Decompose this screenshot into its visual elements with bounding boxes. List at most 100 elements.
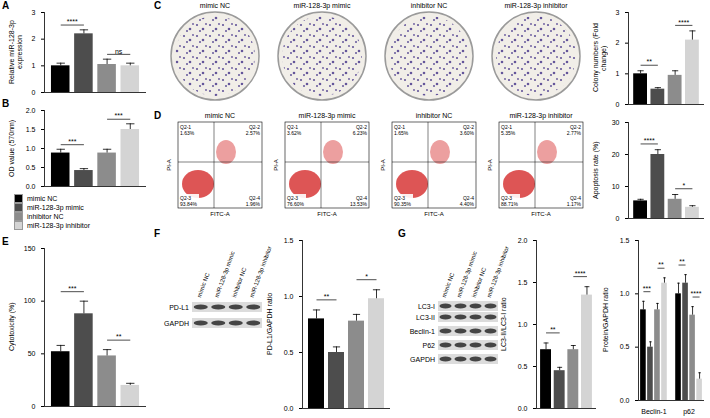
svg-text:LC3-II: LC3-II — [416, 314, 435, 321]
svg-text:**: ** — [324, 293, 330, 300]
svg-text:PD-L1: PD-L1 — [169, 304, 189, 311]
svg-text:mimic NC: mimic NC — [441, 271, 456, 298]
svg-text:1.5: 1.5 — [284, 237, 294, 244]
svg-text:*: * — [365, 273, 368, 280]
svg-text:20: 20 — [612, 151, 620, 158]
svg-text:inhibitor NC: inhibitor NC — [411, 2, 448, 9]
svg-text:mimic NC: mimic NC — [200, 2, 230, 9]
svg-text:1.17%: 1.17% — [567, 201, 582, 207]
svg-text:0.0: 0.0 — [26, 183, 36, 190]
svg-text:ns: ns — [115, 48, 123, 55]
svg-text:**: ** — [679, 258, 685, 265]
svg-text:miR-128-3p mimic: miR-128-3p mimic — [294, 2, 351, 10]
svg-text:2.57%: 2.57% — [246, 130, 261, 136]
svg-text:*: * — [682, 182, 685, 189]
svg-text:2.0: 2.0 — [26, 107, 36, 114]
svg-text:D: D — [154, 110, 161, 121]
svg-text:1.5: 1.5 — [518, 279, 528, 286]
svg-text:1.0: 1.0 — [620, 290, 630, 297]
svg-text:1: 1 — [32, 62, 36, 69]
svg-text:3: 3 — [616, 9, 620, 16]
svg-text:E: E — [2, 236, 9, 247]
svg-text:PI-A: PI-A — [380, 159, 386, 171]
svg-text:50: 50 — [28, 350, 36, 357]
svg-text:inhibitor NC: inhibitor NC — [416, 112, 453, 119]
svg-text:0.0: 0.0 — [284, 405, 294, 412]
svg-text:100: 100 — [24, 297, 36, 304]
svg-text:**: ** — [550, 326, 556, 333]
svg-text:0: 0 — [32, 89, 36, 96]
svg-text:p62: p62 — [683, 408, 695, 416]
svg-text:FITC-A: FITC-A — [531, 211, 550, 217]
svg-text:30: 30 — [612, 119, 620, 126]
svg-text:**: ** — [116, 333, 122, 340]
svg-text:****: **** — [575, 270, 586, 277]
svg-text:G: G — [398, 228, 406, 239]
svg-text:10: 10 — [612, 183, 620, 190]
svg-text:****: **** — [678, 19, 689, 26]
svg-text:1.63%: 1.63% — [180, 130, 195, 136]
svg-text:3: 3 — [32, 9, 36, 16]
svg-text:miR-128-3p mimic: miR-128-3p mimic — [299, 112, 356, 120]
svg-text:mimic NC: mimic NC — [205, 112, 235, 119]
svg-text:1: 1 — [616, 70, 620, 77]
svg-text:2: 2 — [32, 35, 36, 42]
svg-text:inhibitor NC: inhibitor NC — [231, 266, 248, 298]
svg-text:**: ** — [658, 261, 664, 268]
svg-text:Beclin-1: Beclin-1 — [410, 328, 435, 335]
svg-text:1.0: 1.0 — [26, 145, 36, 152]
svg-text:76.60%: 76.60% — [287, 201, 305, 207]
svg-text:FITC-A: FITC-A — [424, 211, 443, 217]
svg-text:**: ** — [647, 58, 653, 65]
svg-text:1.0: 1.0 — [518, 321, 528, 328]
svg-text:1.5: 1.5 — [620, 237, 630, 244]
svg-text:0: 0 — [616, 101, 620, 108]
svg-text:PI-A: PI-A — [487, 159, 493, 171]
svg-text:13.53%: 13.53% — [350, 201, 368, 207]
svg-text:PI-A: PI-A — [166, 159, 172, 171]
svg-text:GAPDH: GAPDH — [410, 356, 435, 363]
svg-text:FITC-A: FITC-A — [210, 211, 229, 217]
svg-text:4.40%: 4.40% — [460, 201, 475, 207]
svg-text:1.0: 1.0 — [284, 293, 294, 300]
svg-text:****: **** — [691, 290, 702, 297]
svg-text:3.62%: 3.62% — [287, 130, 302, 136]
svg-text:3.60%: 3.60% — [460, 130, 475, 136]
svg-text:0.5: 0.5 — [518, 363, 528, 370]
svg-text:93.84%: 93.84% — [180, 201, 198, 207]
svg-text:0.5: 0.5 — [284, 349, 294, 356]
svg-text:2.0: 2.0 — [518, 237, 528, 244]
svg-text:0: 0 — [32, 403, 36, 410]
svg-text:miR-128-3p inhibitor: miR-128-3p inhibitor — [504, 2, 568, 10]
svg-text:B: B — [2, 98, 9, 109]
svg-text:5.35%: 5.35% — [501, 130, 516, 136]
svg-text:****: **** — [67, 18, 78, 25]
svg-text:C: C — [154, 0, 161, 11]
svg-text:2.77%: 2.77% — [567, 130, 582, 136]
svg-text:***: *** — [115, 112, 123, 119]
svg-text:2: 2 — [616, 39, 620, 46]
svg-text:F: F — [154, 228, 160, 239]
svg-text:P62: P62 — [423, 342, 436, 349]
svg-text:150: 150 — [24, 245, 36, 252]
svg-text:mimic NC: mimic NC — [196, 271, 211, 298]
svg-text:LC3-I: LC3-I — [418, 303, 435, 310]
svg-text:***: *** — [643, 285, 651, 292]
svg-text:PI-A: PI-A — [273, 159, 279, 171]
svg-text:1.96%: 1.96% — [246, 201, 261, 207]
svg-text:0.0: 0.0 — [518, 405, 528, 412]
svg-text:***: *** — [68, 138, 76, 145]
svg-text:Beclin-1: Beclin-1 — [641, 408, 666, 415]
svg-text:***: *** — [68, 285, 76, 292]
svg-text:88.71%: 88.71% — [501, 201, 519, 207]
svg-text:miR-128-3p inhibitor: miR-128-3p inhibitor — [486, 246, 510, 299]
svg-text:90.35%: 90.35% — [394, 201, 412, 207]
svg-text:1.65%: 1.65% — [394, 130, 409, 136]
svg-text:miR-128-3p inhibitor: miR-128-3p inhibitor — [509, 112, 573, 120]
svg-text:FITC-A: FITC-A — [317, 211, 336, 217]
svg-text:A: A — [2, 0, 9, 11]
svg-text:GAPDH: GAPDH — [164, 320, 189, 327]
svg-text:miR-128-3p inhibitor: miR-128-3p inhibitor — [249, 246, 273, 299]
svg-text:0: 0 — [616, 215, 620, 222]
svg-text:****: **** — [644, 137, 655, 144]
